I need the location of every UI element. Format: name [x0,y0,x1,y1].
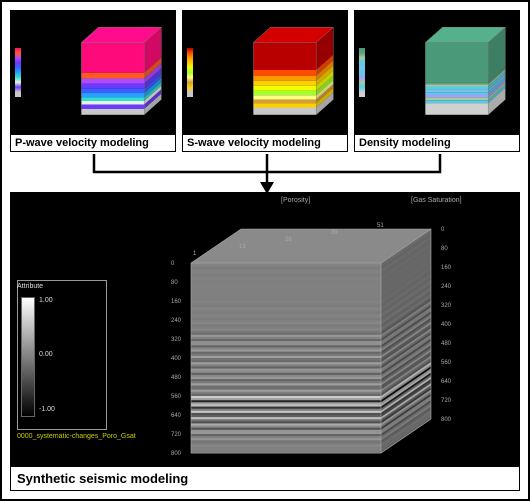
seismic-colorbar [21,297,35,417]
flow-arrows [2,150,530,194]
pwave-visualization [11,11,175,134]
panel-density: Density modeling [354,10,520,152]
colorbar-mid: 0.00 [39,351,53,358]
pwave-cube [70,23,165,119]
footer-text: 0000_systematic-changes_Poro_Gsat [17,433,157,440]
top-row: P-wave velocity modeling S-wave velocity… [2,2,528,152]
seismic-label: Synthetic seismic modeling [11,466,519,490]
swave-label: S-wave velocity modeling [183,134,347,151]
axis-porosity: [Porosity] [281,197,310,204]
colorbar-min: -1.00 [39,406,55,413]
axis-gas-saturation: [Gas Saturation] [411,197,462,204]
colorbar-max: 1.00 [39,297,53,304]
density-label: Density modeling [355,134,519,151]
seismic-cube [161,223,461,463]
swave-cube [242,23,337,119]
panel-seismic: Attribute 1.00 0.00 -1.00 0000_systemati… [10,192,520,491]
panel-pwave: P-wave velocity modeling [10,10,176,152]
density-visualization [355,11,519,134]
seismic-visualization: Attribute 1.00 0.00 -1.00 0000_systemati… [11,193,519,466]
density-legend [359,48,365,97]
swave-visualization [183,11,347,134]
panel-swave: S-wave velocity modeling [182,10,348,152]
attribute-title: Attribute [17,283,43,290]
pwave-label: P-wave velocity modeling [11,134,175,151]
figure-container: P-wave velocity modeling S-wave velocity… [0,0,530,501]
pwave-legend [15,48,21,97]
density-cube [414,23,509,119]
swave-legend [187,48,193,97]
